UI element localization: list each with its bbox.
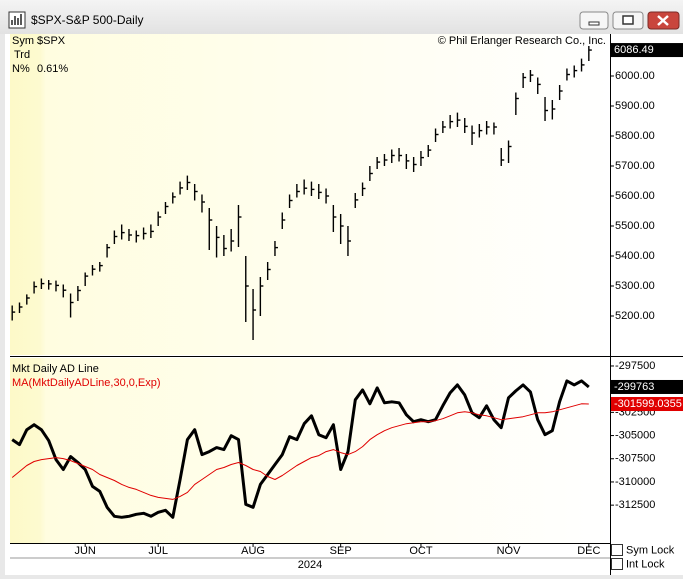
int-lock[interactable]: Int Lock [611,558,666,570]
sym-lock[interactable]: Sym Lock [611,544,675,556]
info-value: $SPX [37,35,66,47]
info-label: N% [12,63,30,75]
y-tick-label: 5600.00 [615,190,655,202]
legend-entry: Mkt Daily AD Line [12,363,99,375]
x-tick-label: NOV [497,545,522,557]
series-line [11,403,589,500]
copyright: © Phil Erlanger Research Co., Inc. [438,35,606,47]
last-price-label: 6086.49 [614,44,654,56]
x-tick-label: AUG [241,545,265,557]
window-title: $SPX-S&P 500-Daily [31,13,144,27]
y-tick-label: 5300.00 [615,280,655,292]
last-value-label-box [611,397,683,412]
last-value-label: -299763 [614,381,654,393]
info-value: 0.61% [37,63,68,75]
legend-entry: MA(MktDailyADLine,30,0,Exp) [12,377,161,389]
y-tick-label: -312500 [615,499,655,511]
title-bar [0,0,683,34]
last-price-label-box [611,43,683,58]
last-value-label: -301599.0355 [614,398,682,410]
y-tick-label: -307500 [615,453,655,465]
x-tick-label: JUL [148,545,168,557]
y-tick-label: 5500.00 [615,220,655,232]
x-axis-label: 2024 [298,559,322,571]
y-tick-label: 5700.00 [615,160,655,172]
x-tick-label: JUN [74,545,95,557]
app-icon [8,11,26,29]
price-panel [10,34,610,355]
info-label: Trd [14,49,30,61]
x-tick-label: SEP [330,545,352,557]
x-tick-label: OCT [409,545,433,557]
y-tick-label: -297500 [615,360,655,372]
y-tick-label: 5800.00 [615,130,655,142]
y-tick-label: -305000 [615,429,655,441]
maximize-button[interactable] [612,11,644,30]
y-tick-label: -310000 [615,476,655,488]
x-tick-label: DEC [577,545,600,557]
y-tick-label: 5900.00 [615,100,655,112]
minimize-button[interactable] [579,11,609,30]
y-tick-label: 5200.00 [615,310,655,322]
y-tick-label: 5400.00 [615,250,655,262]
checkbox-label[interactable]: Sym Lock [626,544,675,556]
info-label: Sym [12,35,34,47]
checkbox-label[interactable]: Int Lock [626,558,665,570]
close-button[interactable] [647,11,680,30]
y-tick-label: 6000.00 [615,70,655,82]
last-value-label-box [611,379,683,394]
